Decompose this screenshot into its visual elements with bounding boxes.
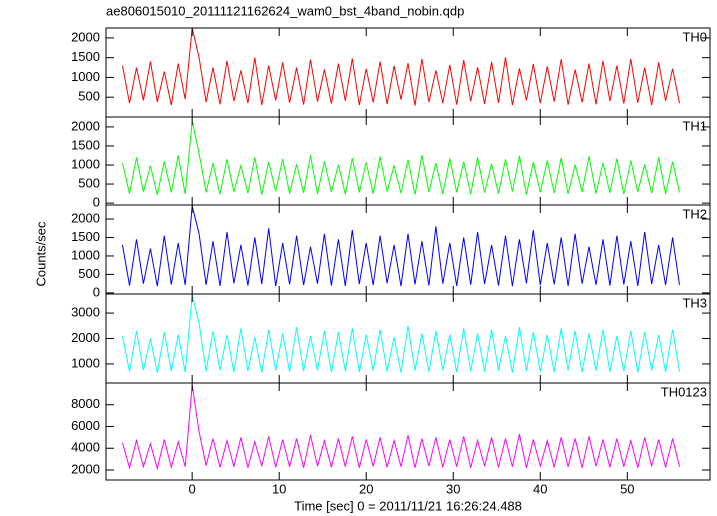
y-tick-label: 4000 bbox=[71, 440, 100, 455]
panel-label: TH2 bbox=[682, 206, 707, 221]
x-tick-label: 50 bbox=[620, 481, 634, 496]
y-tick-label: 0 bbox=[93, 195, 100, 210]
y-tick-label: 1000 bbox=[71, 355, 100, 370]
y-tick-label: 1500 bbox=[71, 229, 100, 244]
y-tick-label: 2000 bbox=[71, 461, 100, 476]
y-tick-label: 1500 bbox=[71, 49, 100, 64]
panel-frame bbox=[105, 27, 711, 118]
x-tick-label: 20 bbox=[359, 481, 373, 496]
chart-title: ae806015010_20111121162624_wam0_bst_4ban… bbox=[106, 3, 464, 18]
y-tick-label: 6000 bbox=[71, 418, 100, 433]
y-tick-label: 2000 bbox=[71, 330, 100, 345]
y-tick-label: 1500 bbox=[71, 137, 100, 152]
y-tick-label: 1000 bbox=[71, 69, 100, 84]
x-axis-label: Time [sec] 0 = 2011/11/21 16:26:24.488 bbox=[294, 498, 522, 513]
x-tick-label: 10 bbox=[272, 481, 286, 496]
data-line bbox=[122, 28, 680, 106]
data-line bbox=[122, 295, 680, 373]
panel-label: TH1 bbox=[682, 118, 707, 133]
y-tick-label: 8000 bbox=[71, 396, 100, 411]
y-tick-label: 500 bbox=[78, 266, 100, 281]
data-line bbox=[122, 385, 680, 471]
panel-label: TH3 bbox=[682, 295, 707, 310]
y-tick-label: 1000 bbox=[71, 156, 100, 171]
y-tick-label: 0 bbox=[93, 284, 100, 299]
y-tick-label: 3000 bbox=[71, 305, 100, 320]
panel-label: TH0 bbox=[682, 29, 707, 44]
panel-label: TH0123 bbox=[661, 384, 707, 399]
y-tick-label: 2000 bbox=[71, 210, 100, 225]
data-line bbox=[122, 205, 680, 287]
y-tick-label: 2000 bbox=[71, 118, 100, 133]
panel-frame bbox=[105, 293, 711, 384]
y-tick-label: 2000 bbox=[71, 29, 100, 44]
y-tick-label: 1000 bbox=[71, 247, 100, 262]
panel-frame bbox=[105, 204, 711, 295]
x-tick-label: 30 bbox=[446, 481, 460, 496]
data-line bbox=[122, 121, 680, 195]
y-tick-label: 500 bbox=[78, 175, 100, 190]
x-tick-label: 40 bbox=[533, 481, 547, 496]
panel-frame bbox=[105, 382, 711, 481]
y-axis-label: Counts/sec bbox=[33, 221, 48, 287]
x-tick-label: 0 bbox=[189, 481, 196, 496]
y-tick-label: 500 bbox=[78, 89, 100, 104]
